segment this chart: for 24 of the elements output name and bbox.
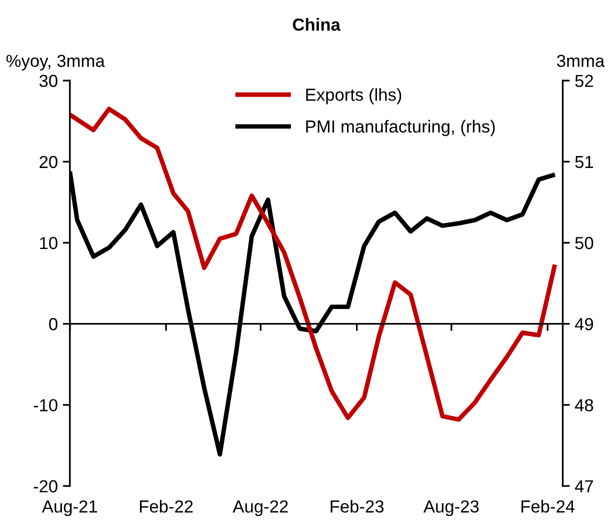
x-tick-label: Feb-23 — [330, 500, 384, 513]
x-tick-label: Aug-23 — [423, 500, 479, 516]
x-tick-label: Feb-24 — [522, 500, 575, 513]
y-tick-label: -20 — [34, 480, 58, 492]
y-axis-title: %yoy, 3mma — [6, 54, 105, 70]
y2-tick-label: 48 — [574, 399, 594, 412]
y2-tick-label: 50 — [575, 236, 594, 250]
y-tick-label: -10 — [34, 399, 58, 412]
y2-tick-label: 51 — [575, 156, 594, 168]
legend-label: Exports (lhs) — [306, 88, 402, 104]
x-tick-label: Aug-22 — [232, 500, 288, 516]
y2-tick-label: 47 — [574, 480, 593, 492]
y2-tick-label: 49 — [574, 318, 594, 330]
x-tick-label: Aug-21 — [42, 500, 98, 516]
legend-label: PMI manufacturing, (rhs) — [306, 120, 495, 136]
y-tick-label: 20 — [40, 156, 58, 168]
y-tick-label: 10 — [40, 236, 58, 250]
y-tick-label: 30 — [39, 74, 58, 88]
y2-tick-label: 52 — [575, 74, 593, 88]
line-series — [70, 106, 558, 422]
x-tick-label: Feb-22 — [140, 500, 193, 513]
chart-title: China — [292, 18, 341, 31]
y2-axis-title: 3mma — [557, 54, 605, 68]
y-tick-label: 0 — [49, 318, 58, 330]
